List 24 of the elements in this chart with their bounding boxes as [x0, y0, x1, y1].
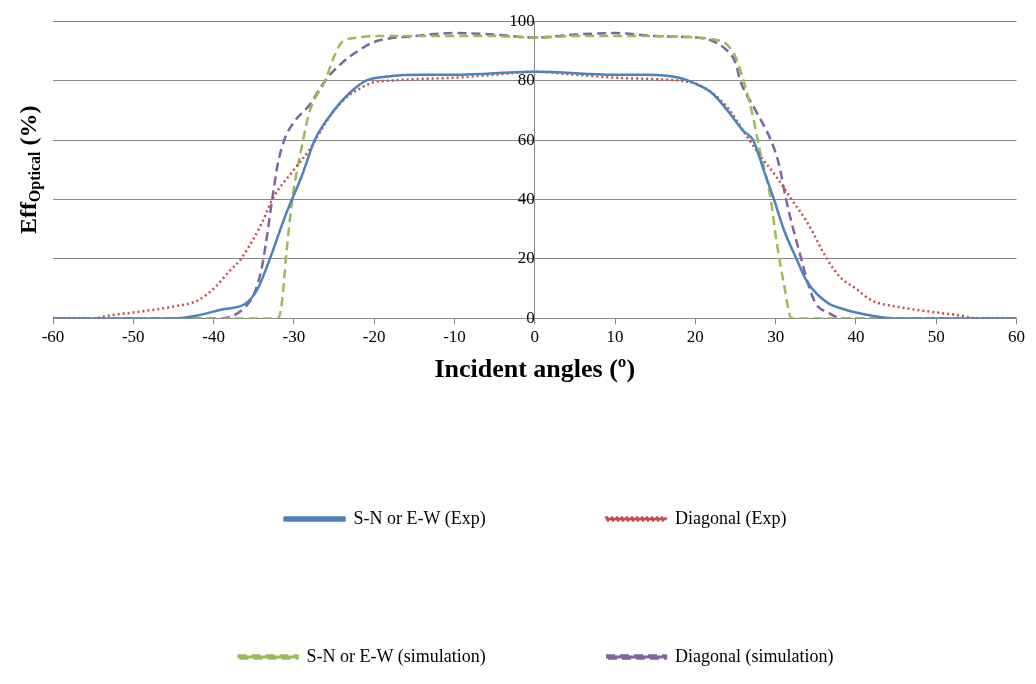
x-tick-label: 20: [686, 327, 704, 347]
legend-label: S-N or E-W (Exp): [353, 507, 486, 529]
legend-label: Diagonal (simulation): [675, 645, 834, 667]
y-tick-label: 40: [517, 188, 535, 208]
y-tick-label: 80: [517, 70, 535, 90]
x-tick-label: 50: [927, 327, 945, 347]
x-tick-label: -50: [121, 327, 145, 347]
x-tick-label: 60: [1008, 327, 1025, 347]
x-tick-label: 30: [767, 327, 785, 347]
x-tick-label: -10: [443, 327, 466, 347]
x-tick-label: -30: [282, 327, 306, 347]
y-tick-label: 20: [517, 248, 535, 268]
y-axis-title: EffOptical (%): [15, 105, 45, 235]
x-tick-label: 40: [847, 327, 865, 347]
legend-label: S-N or E-W (simulation): [306, 645, 486, 667]
y-tick-label: 0: [526, 307, 535, 327]
x-tick-label: -60: [41, 327, 65, 347]
x-axis-title: Incident angles (º): [434, 354, 636, 384]
y-tick-label: 100: [509, 10, 535, 30]
y-tick-label: 60: [517, 129, 535, 149]
x-tick-label: -40: [202, 327, 225, 347]
x-tick-label: -20: [362, 327, 386, 347]
legend-label: Diagonal (Exp): [675, 507, 787, 529]
x-tick-label: 10: [606, 327, 624, 347]
